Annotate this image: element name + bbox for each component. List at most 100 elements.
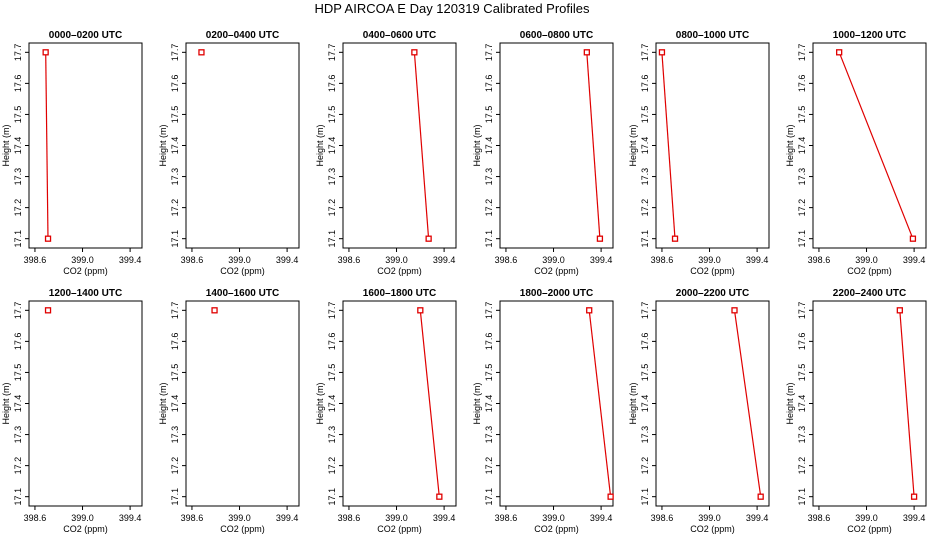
panel-title: 0800–1000 UTC xyxy=(676,30,749,41)
x-tick-label: 399.0 xyxy=(385,513,408,523)
y-tick-label: 17.7 xyxy=(170,44,180,62)
x-tick-label: 398.6 xyxy=(495,255,518,265)
y-tick-label: 17.6 xyxy=(640,333,650,351)
profile-point xyxy=(436,493,443,500)
profile-line xyxy=(661,52,676,239)
y-tick-label: 17.1 xyxy=(484,488,494,506)
y-tick-label: 17.2 xyxy=(13,457,23,475)
y-tick-label: 17.1 xyxy=(640,488,650,506)
y-tick-label: 17.3 xyxy=(484,168,494,186)
y-tick-label: 17.7 xyxy=(484,44,494,62)
profile-line xyxy=(419,310,440,497)
y-tick-label: 17.6 xyxy=(170,333,180,351)
x-tick-label: 399.4 xyxy=(276,255,299,265)
x-tick-label: 399.4 xyxy=(433,255,456,265)
y-tick-label: 17.4 xyxy=(484,137,494,155)
y-tick-label: 17.5 xyxy=(327,364,337,382)
profile-point xyxy=(44,307,52,314)
y-tick-label: 17.4 xyxy=(13,137,23,155)
y-tick-label: 17.5 xyxy=(797,364,807,382)
y-tick-label: 17.6 xyxy=(170,75,180,93)
y-tick-label: 17.6 xyxy=(797,333,807,351)
y-tick-label: 17.7 xyxy=(13,44,23,62)
profile-line xyxy=(899,310,915,497)
profile-point xyxy=(910,493,918,500)
profile-point xyxy=(836,49,843,56)
y-tick-label: 17.1 xyxy=(13,488,23,506)
y-tick-label: 17.5 xyxy=(13,106,23,124)
y-tick-label: 17.6 xyxy=(327,333,337,351)
x-axis-label: CO2 (ppm) xyxy=(63,524,108,534)
x-tick-label: 398.6 xyxy=(808,513,831,523)
x-tick-label: 398.6 xyxy=(651,255,674,265)
figure-title: HDP AIRCOA E Day 120319 Calibrated Profi… xyxy=(314,1,590,16)
y-tick-label: 17.5 xyxy=(484,364,494,382)
profile-point xyxy=(42,49,49,56)
x-tick-label: 399.4 xyxy=(590,513,613,523)
profile-point xyxy=(417,307,424,314)
y-tick-label: 17.1 xyxy=(640,230,650,248)
x-tick-label: 399.4 xyxy=(276,513,299,523)
y-tick-label: 17.2 xyxy=(484,199,494,217)
panel-frame xyxy=(185,300,300,507)
panel-frame xyxy=(28,300,143,507)
x-tick-label: 399.0 xyxy=(228,513,251,523)
profile-point xyxy=(211,307,218,314)
y-tick-label: 17.7 xyxy=(797,44,807,62)
y-tick-label: 17.1 xyxy=(327,230,337,248)
y-tick-label: 17.2 xyxy=(797,199,807,217)
profile-line xyxy=(838,52,914,239)
y-tick-label: 17.7 xyxy=(640,302,650,320)
y-tick-label: 17.5 xyxy=(640,106,650,124)
profile-line xyxy=(413,52,430,239)
x-tick-label: 399.4 xyxy=(433,513,456,523)
profile-point xyxy=(586,307,593,314)
profile-point xyxy=(198,49,205,56)
panel-frame xyxy=(655,300,770,507)
panel-title: 0000–0200 UTC xyxy=(49,30,122,41)
profile-point xyxy=(583,49,590,56)
x-tick-label: 398.6 xyxy=(338,513,361,523)
panel-title: 0200–0400 UTC xyxy=(206,30,279,41)
y-tick-label: 17.7 xyxy=(327,302,337,320)
y-tick-label: 17.3 xyxy=(797,168,807,186)
panel-frame xyxy=(499,300,614,507)
y-tick-label: 17.3 xyxy=(327,426,337,444)
x-tick-label: 398.6 xyxy=(24,513,47,523)
y-tick-label: 17.4 xyxy=(170,137,180,155)
x-tick-label: 399.4 xyxy=(746,255,769,265)
y-tick-label: 17.1 xyxy=(13,230,23,248)
y-tick-label: 17.6 xyxy=(484,75,494,93)
y-tick-label: 17.7 xyxy=(484,302,494,320)
y-tick-label: 17.2 xyxy=(327,457,337,475)
panel-title: 1200–1400 UTC xyxy=(49,288,122,299)
x-axis-label: CO2 (ppm) xyxy=(220,524,265,534)
y-tick-label: 17.2 xyxy=(327,199,337,217)
y-axis-label: Height (m) xyxy=(315,382,325,424)
x-tick-label: 399.4 xyxy=(590,255,613,265)
y-tick-label: 17.3 xyxy=(327,168,337,186)
y-tick-label: 17.5 xyxy=(170,106,180,124)
y-tick-label: 17.5 xyxy=(797,106,807,124)
y-axis-label: Height (m) xyxy=(158,124,168,166)
profile-point xyxy=(896,307,903,314)
panel-frame xyxy=(342,42,457,249)
profile-point xyxy=(909,235,917,242)
x-tick-label: 399.4 xyxy=(746,513,769,523)
x-axis-label: CO2 (ppm) xyxy=(690,266,735,276)
y-axis-label: Height (m) xyxy=(472,124,482,166)
y-axis-label: Height (m) xyxy=(472,382,482,424)
y-tick-label: 17.3 xyxy=(13,168,23,186)
y-tick-label: 17.3 xyxy=(170,426,180,444)
y-axis-label: Height (m) xyxy=(785,124,795,166)
profile-point xyxy=(44,235,52,242)
y-tick-label: 17.3 xyxy=(484,426,494,444)
profile-point xyxy=(731,307,738,314)
y-axis-label: Height (m) xyxy=(158,382,168,424)
y-axis-label: Height (m) xyxy=(1,124,11,166)
panel-frame xyxy=(812,300,927,507)
x-tick-label: 398.6 xyxy=(338,255,361,265)
y-axis-label: Height (m) xyxy=(785,382,795,424)
panel-title: 0400–0600 UTC xyxy=(363,30,436,41)
